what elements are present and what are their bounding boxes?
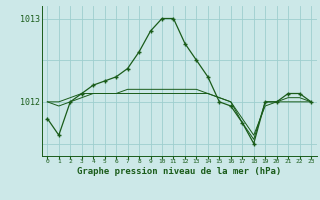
X-axis label: Graphe pression niveau de la mer (hPa): Graphe pression niveau de la mer (hPa) <box>77 167 281 176</box>
